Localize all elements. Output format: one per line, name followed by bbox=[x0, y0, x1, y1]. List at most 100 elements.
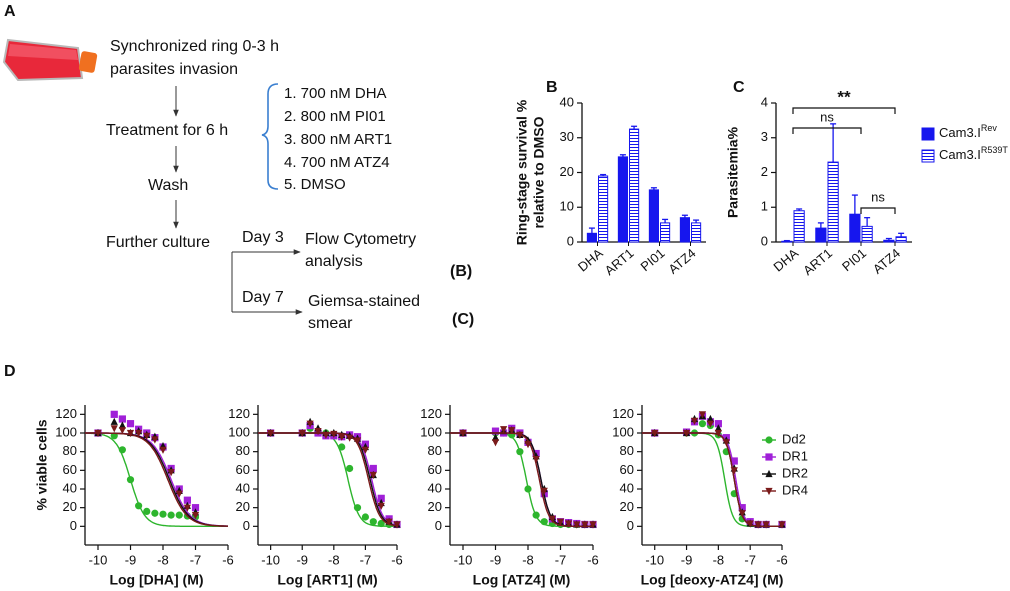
y-tick-label: 80 bbox=[620, 443, 634, 458]
legend-name: Cam3.I bbox=[939, 125, 981, 140]
data-point bbox=[267, 429, 275, 438]
significance-label: ns bbox=[820, 109, 834, 124]
error-bar bbox=[631, 125, 638, 130]
data-point bbox=[126, 420, 135, 428]
legend-label: DR1 bbox=[782, 448, 808, 463]
data-point bbox=[314, 428, 322, 436]
data-point bbox=[167, 469, 175, 477]
data-point bbox=[353, 504, 362, 512]
x-tick-label: -10 bbox=[645, 552, 664, 567]
fit-curve bbox=[642, 432, 782, 527]
data-point bbox=[516, 431, 524, 439]
y-tick-label: 120 bbox=[420, 406, 442, 421]
legend-label: DR4 bbox=[782, 482, 808, 497]
x-tick-label: -10 bbox=[89, 552, 108, 567]
error-bar bbox=[650, 187, 657, 190]
data-point bbox=[167, 511, 175, 519]
bar bbox=[598, 175, 609, 243]
data-point bbox=[714, 429, 722, 438]
fit-curve bbox=[642, 432, 782, 527]
data-point bbox=[143, 507, 151, 515]
bar bbox=[617, 156, 629, 243]
y-tick-label: 40 bbox=[428, 480, 442, 495]
condition: 2. 800 nM PI01 bbox=[284, 108, 386, 125]
significance-bracket bbox=[792, 107, 896, 114]
x-tick-label: -10 bbox=[261, 552, 280, 567]
data-point bbox=[491, 439, 500, 447]
data-point bbox=[706, 414, 715, 423]
data-point bbox=[191, 512, 200, 520]
y-tick-label: 40 bbox=[63, 480, 77, 495]
y-tick-label: 100 bbox=[420, 424, 442, 439]
data-point bbox=[738, 510, 746, 518]
data-point bbox=[361, 513, 370, 521]
fit-curve bbox=[450, 432, 593, 527]
fit-curve bbox=[84, 432, 228, 527]
legend-name: Cam3.I bbox=[939, 147, 981, 162]
error-bar bbox=[864, 217, 871, 227]
y-tick-label: 0 bbox=[435, 518, 442, 533]
x-tick-label: PI01 bbox=[839, 245, 869, 274]
data-point bbox=[524, 485, 532, 493]
bar bbox=[883, 239, 895, 243]
bar bbox=[679, 217, 691, 243]
x-tick-label: ATZ4 bbox=[665, 245, 698, 276]
bar bbox=[815, 227, 827, 243]
data-point bbox=[762, 521, 770, 529]
panel-label: D bbox=[4, 363, 16, 380]
y-axis-label: Ring-stage survival % bbox=[514, 99, 530, 245]
data-point bbox=[175, 511, 183, 519]
legend-marker bbox=[765, 453, 773, 461]
y-tick-label: 60 bbox=[236, 462, 250, 477]
data-point bbox=[491, 433, 500, 441]
x-tick-label: ART1 bbox=[602, 245, 637, 278]
y-tick-label: 80 bbox=[63, 443, 77, 458]
y-tick-label: 0 bbox=[761, 233, 768, 248]
fit-curve bbox=[258, 432, 398, 527]
assay: smear bbox=[308, 315, 353, 332]
data-point bbox=[361, 446, 370, 454]
x-tick-label: DHA bbox=[575, 245, 606, 274]
x-tick-label: -8 bbox=[328, 552, 340, 567]
y-tick-label: 80 bbox=[236, 443, 250, 458]
data-point bbox=[377, 494, 385, 502]
data-point bbox=[754, 521, 762, 529]
fit-curve bbox=[258, 432, 398, 527]
data-point bbox=[330, 430, 338, 439]
x-tick-label: -9 bbox=[296, 552, 308, 567]
data-point bbox=[338, 433, 346, 441]
y-tick-label: 0 bbox=[627, 518, 634, 533]
bar bbox=[793, 210, 805, 243]
data-point bbox=[369, 471, 377, 480]
x-axis-label: Log [deoxy-ATZ4] (M) bbox=[641, 572, 784, 588]
y-tick-label: 3 bbox=[761, 129, 768, 144]
bar bbox=[691, 222, 702, 243]
y-tick-label: 40 bbox=[620, 480, 634, 495]
y-axis-label: % viable cells bbox=[34, 419, 50, 510]
y-tick-label: 30 bbox=[560, 129, 574, 144]
data-point bbox=[183, 496, 191, 504]
x-tick-label: -9 bbox=[490, 552, 502, 567]
day-label: Day 7 bbox=[242, 289, 284, 306]
y-tick-label: 20 bbox=[620, 499, 634, 514]
significance-bracket bbox=[792, 127, 862, 134]
fit-curve bbox=[85, 432, 228, 527]
x-tick-label: -7 bbox=[744, 552, 756, 567]
data-point bbox=[540, 518, 548, 526]
legend-label: DR2 bbox=[782, 465, 808, 480]
data-point bbox=[346, 434, 354, 442]
data-point bbox=[730, 467, 738, 475]
x-tick-label: -9 bbox=[681, 552, 693, 567]
panel-ref: (C) bbox=[452, 311, 474, 328]
day-label: Day 3 bbox=[242, 229, 284, 246]
x-tick-label: -6 bbox=[222, 552, 234, 567]
data-point bbox=[298, 429, 306, 438]
data-point bbox=[151, 436, 159, 444]
y-tick-label: 100 bbox=[228, 424, 250, 439]
data-point bbox=[110, 417, 118, 425]
data-point bbox=[159, 510, 167, 518]
data-point bbox=[135, 429, 143, 438]
data-point bbox=[651, 429, 659, 438]
error-bar bbox=[830, 123, 837, 163]
